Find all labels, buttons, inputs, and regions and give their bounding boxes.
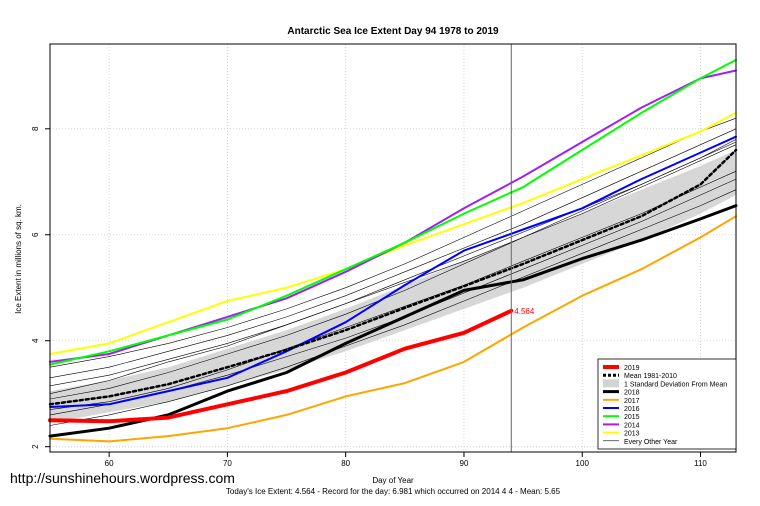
x-tick-label: 110: [694, 459, 707, 468]
series-line-mean: [48, 148, 738, 406]
other-year-line: [49, 170, 737, 410]
series-line-2019: [48, 308, 514, 424]
std-dev-band: [50, 150, 736, 423]
y-tick-label: 4: [31, 338, 40, 343]
current-value-label: 4.564: [514, 307, 535, 316]
y-tick-label: 8: [31, 126, 40, 131]
legend-label-other: Every Other Year: [624, 439, 678, 446]
legend-label-mean: Mean 1981-2010: [624, 373, 677, 380]
series-line-2015: [49, 58, 737, 366]
other-year-line: [49, 141, 737, 387]
x-tick-label: 70: [223, 459, 232, 468]
x-tick-label: 90: [460, 459, 469, 468]
other-year-line: [49, 117, 737, 368]
other-year-line: [49, 144, 737, 394]
legend-label-band: 1 Standard Deviation From Mean: [624, 381, 727, 388]
legend-label-2016: 2016: [624, 406, 640, 413]
series-lines: [48, 58, 738, 443]
legend-label-2014: 2014: [624, 422, 640, 429]
x-axis-label: Day of Year: [372, 476, 414, 485]
x-axis-ticks: 60 70 80 90 100 110: [105, 452, 707, 468]
legend-label-2018: 2018: [624, 390, 640, 397]
series-line-2018: [48, 204, 738, 438]
y-axis-label: Ice Extent in millions of sq. km.: [14, 204, 23, 314]
series-line-2016: [49, 135, 737, 408]
legend-label-2013: 2013: [624, 431, 640, 438]
x-tick-label: 100: [576, 459, 590, 468]
legend-swatch-band: [603, 379, 619, 388]
legend-box: [597, 358, 737, 450]
y-axis-ticks: 2 4 6 8: [31, 126, 50, 449]
legend-label-2019: 2019: [624, 365, 640, 372]
x-tick-label: 80: [341, 459, 350, 468]
legend-label-2017: 2017: [624, 398, 640, 405]
y-tick-label: 2: [31, 444, 40, 449]
series-line-2017: [49, 215, 737, 443]
chart-title: Antarctic Sea Ice Extent Day 94 1978 to …: [287, 26, 499, 37]
other-year-line: [49, 189, 737, 426]
footer-note: Today's Ice Extent: 4.564 - Record for t…: [226, 487, 561, 496]
series-line-2013: [49, 111, 737, 355]
std-dev-band-area: [50, 150, 736, 423]
other-year-line: [49, 128, 737, 379]
y-tick-label: 6: [31, 232, 40, 237]
x-tick-label: 60: [105, 459, 114, 468]
legend-label-2015: 2015: [624, 414, 640, 421]
plot-frame: [49, 43, 737, 453]
watermark-url: http://sunshinehours.wordpress.com: [10, 470, 235, 486]
